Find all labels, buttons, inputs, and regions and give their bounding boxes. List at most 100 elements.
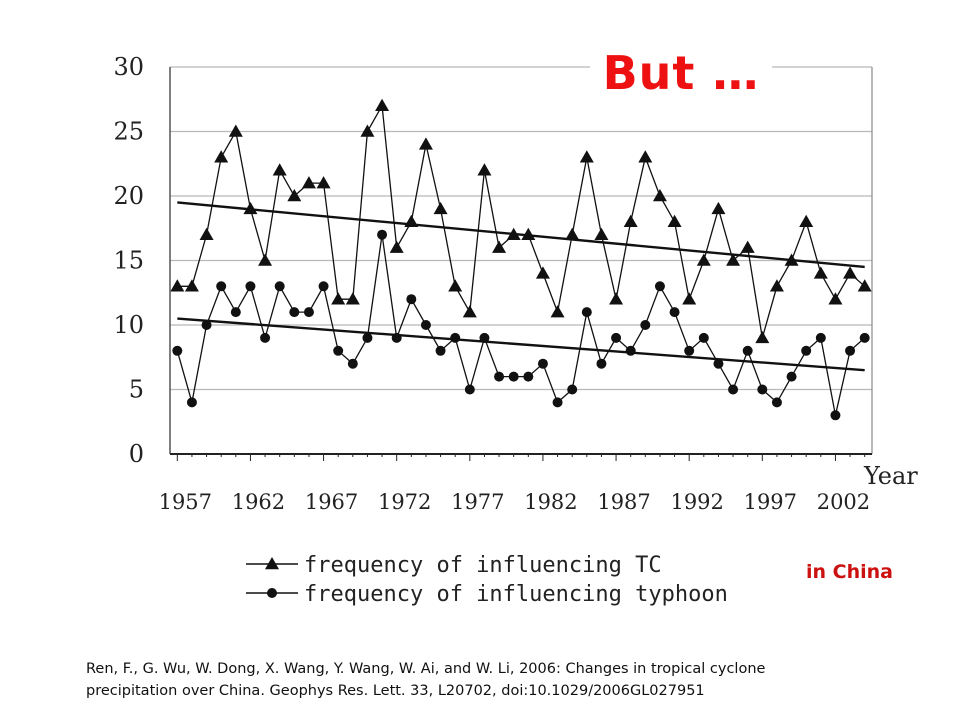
- point-typhoon-1957: [172, 345, 183, 356]
- point-typhoon-1958: [186, 397, 197, 408]
- point-typhoon-1965: [289, 307, 300, 318]
- point-tc-1972: [389, 240, 404, 253]
- point-typhoon-1961: [230, 307, 241, 318]
- series-line-tc: [177, 103, 866, 339]
- point-tc-1975: [433, 201, 448, 215]
- point-typhoon-1969: [347, 358, 358, 369]
- point-typhoon-1966: [303, 307, 314, 318]
- point-tc-1979: [492, 240, 507, 253]
- point-typhoon-2003: [845, 345, 856, 356]
- point-tc-1977: [462, 305, 477, 318]
- point-tc-1964: [272, 163, 287, 176]
- x-tick-label-2002: 2002: [817, 490, 870, 514]
- y-tick-label-0: 0: [129, 440, 144, 468]
- point-typhoon-1999: [786, 371, 797, 382]
- y-tick-label-25: 25: [113, 118, 144, 146]
- series-group: [170, 98, 872, 421]
- x-tick-label-1982: 1982: [524, 490, 577, 514]
- legend-label-typhoon: frequency of influencing typhoon: [304, 582, 728, 607]
- citation-line-2: precipitation over China. Geophys Res. L…: [86, 683, 705, 699]
- point-tc-1965: [287, 189, 302, 202]
- point-typhoon-1973: [406, 294, 417, 305]
- point-typhoon-1998: [771, 397, 782, 408]
- point-tc-1986: [594, 227, 609, 240]
- point-tc-1966: [301, 176, 316, 189]
- point-tc-1974: [418, 137, 433, 150]
- point-tc-1968: [331, 292, 346, 305]
- y-tick-label-5: 5: [129, 376, 144, 404]
- point-tc-1969: [345, 292, 360, 305]
- x-tick-label-1997: 1997: [744, 490, 797, 514]
- legend-marker-typhoon: [267, 588, 277, 598]
- citation-line-1: Ren, F., G. Wu, W. Dong, X. Wang, Y. Wan…: [86, 661, 766, 677]
- x-tick-label-1992: 1992: [670, 490, 723, 514]
- point-tc-1991: [667, 214, 682, 228]
- point-typhoon-2000: [801, 345, 812, 356]
- point-typhoon-1974: [420, 320, 431, 330]
- point-tc-1962: [243, 201, 258, 215]
- region-note: in China: [806, 561, 893, 583]
- trend-line-typhoon: [177, 317, 865, 372]
- point-typhoon-1981: [523, 371, 534, 382]
- point-tc-1993: [696, 253, 711, 266]
- legend-marker-tc: [265, 557, 279, 570]
- point-tc-1988: [623, 214, 638, 228]
- point-tc-1960: [214, 150, 229, 163]
- point-tc-1971: [375, 98, 390, 111]
- point-typhoon-1982: [537, 358, 548, 369]
- point-typhoon-1964: [274, 281, 285, 292]
- point-typhoon-1975: [435, 345, 446, 356]
- point-typhoon-1990: [654, 281, 665, 292]
- point-tc-2004: [857, 279, 872, 292]
- point-typhoon-1976: [450, 332, 461, 343]
- point-tc-1994: [711, 201, 726, 215]
- point-tc-1992: [682, 292, 697, 305]
- point-typhoon-1997: [757, 384, 768, 395]
- x-tick-label-1967: 1967: [305, 490, 358, 514]
- point-typhoon-1962: [245, 281, 256, 292]
- point-tc-1996: [740, 240, 755, 253]
- y-tick-label-20: 20: [113, 182, 144, 210]
- y-tick-label-30: 30: [113, 53, 144, 81]
- point-tc-2000: [799, 214, 814, 228]
- point-tc-1990: [652, 189, 667, 202]
- point-tc-1983: [550, 305, 565, 318]
- point-tc-1963: [258, 253, 273, 266]
- x-tick-label-1962: 1962: [232, 490, 285, 514]
- series-typhoon: [172, 229, 870, 421]
- point-typhoon-1995: [728, 384, 739, 395]
- point-typhoon-1980: [508, 371, 519, 382]
- x-tick-label-1987: 1987: [597, 490, 650, 514]
- x-tick-labels: 1957 1962 1967 1972 1977 1982 1987 1992 1997 2002: [159, 490, 871, 514]
- point-typhoon-1991: [669, 307, 680, 318]
- headline: But …: [590, 42, 772, 104]
- point-tc-1970: [360, 124, 375, 137]
- point-typhoon-1971: [377, 229, 388, 240]
- citation: Ren, F., G. Wu, W. Dong, X. Wang, Y. Wan…: [86, 658, 926, 702]
- x-tick-label-1972: 1972: [378, 490, 431, 514]
- point-typhoon-1983: [552, 397, 563, 408]
- point-typhoon-2004: [859, 332, 870, 343]
- point-typhoon-1988: [625, 345, 636, 356]
- point-tc-1982: [535, 266, 550, 279]
- point-tc-1989: [638, 150, 653, 163]
- point-tc-1997: [755, 330, 770, 344]
- point-typhoon-1977: [464, 384, 475, 395]
- axes: [169, 67, 873, 461]
- point-typhoon-1989: [640, 320, 651, 330]
- point-typhoon-1960: [216, 281, 227, 292]
- y-tick-label-10: 10: [113, 311, 144, 339]
- point-typhoon-1987: [611, 332, 622, 343]
- point-tc-1998: [769, 279, 784, 292]
- x-tick-label-1957: 1957: [159, 490, 212, 514]
- point-tc-2001: [813, 266, 828, 279]
- point-tc-1976: [448, 279, 463, 292]
- legend-label-tc: frequency of influencing TC: [304, 553, 662, 578]
- point-typhoon-2001: [815, 332, 826, 343]
- point-tc-2002: [828, 292, 843, 305]
- point-tc-1967: [316, 176, 331, 189]
- point-tc-1959: [199, 227, 214, 240]
- point-typhoon-1996: [742, 345, 753, 356]
- point-typhoon-1968: [333, 345, 344, 356]
